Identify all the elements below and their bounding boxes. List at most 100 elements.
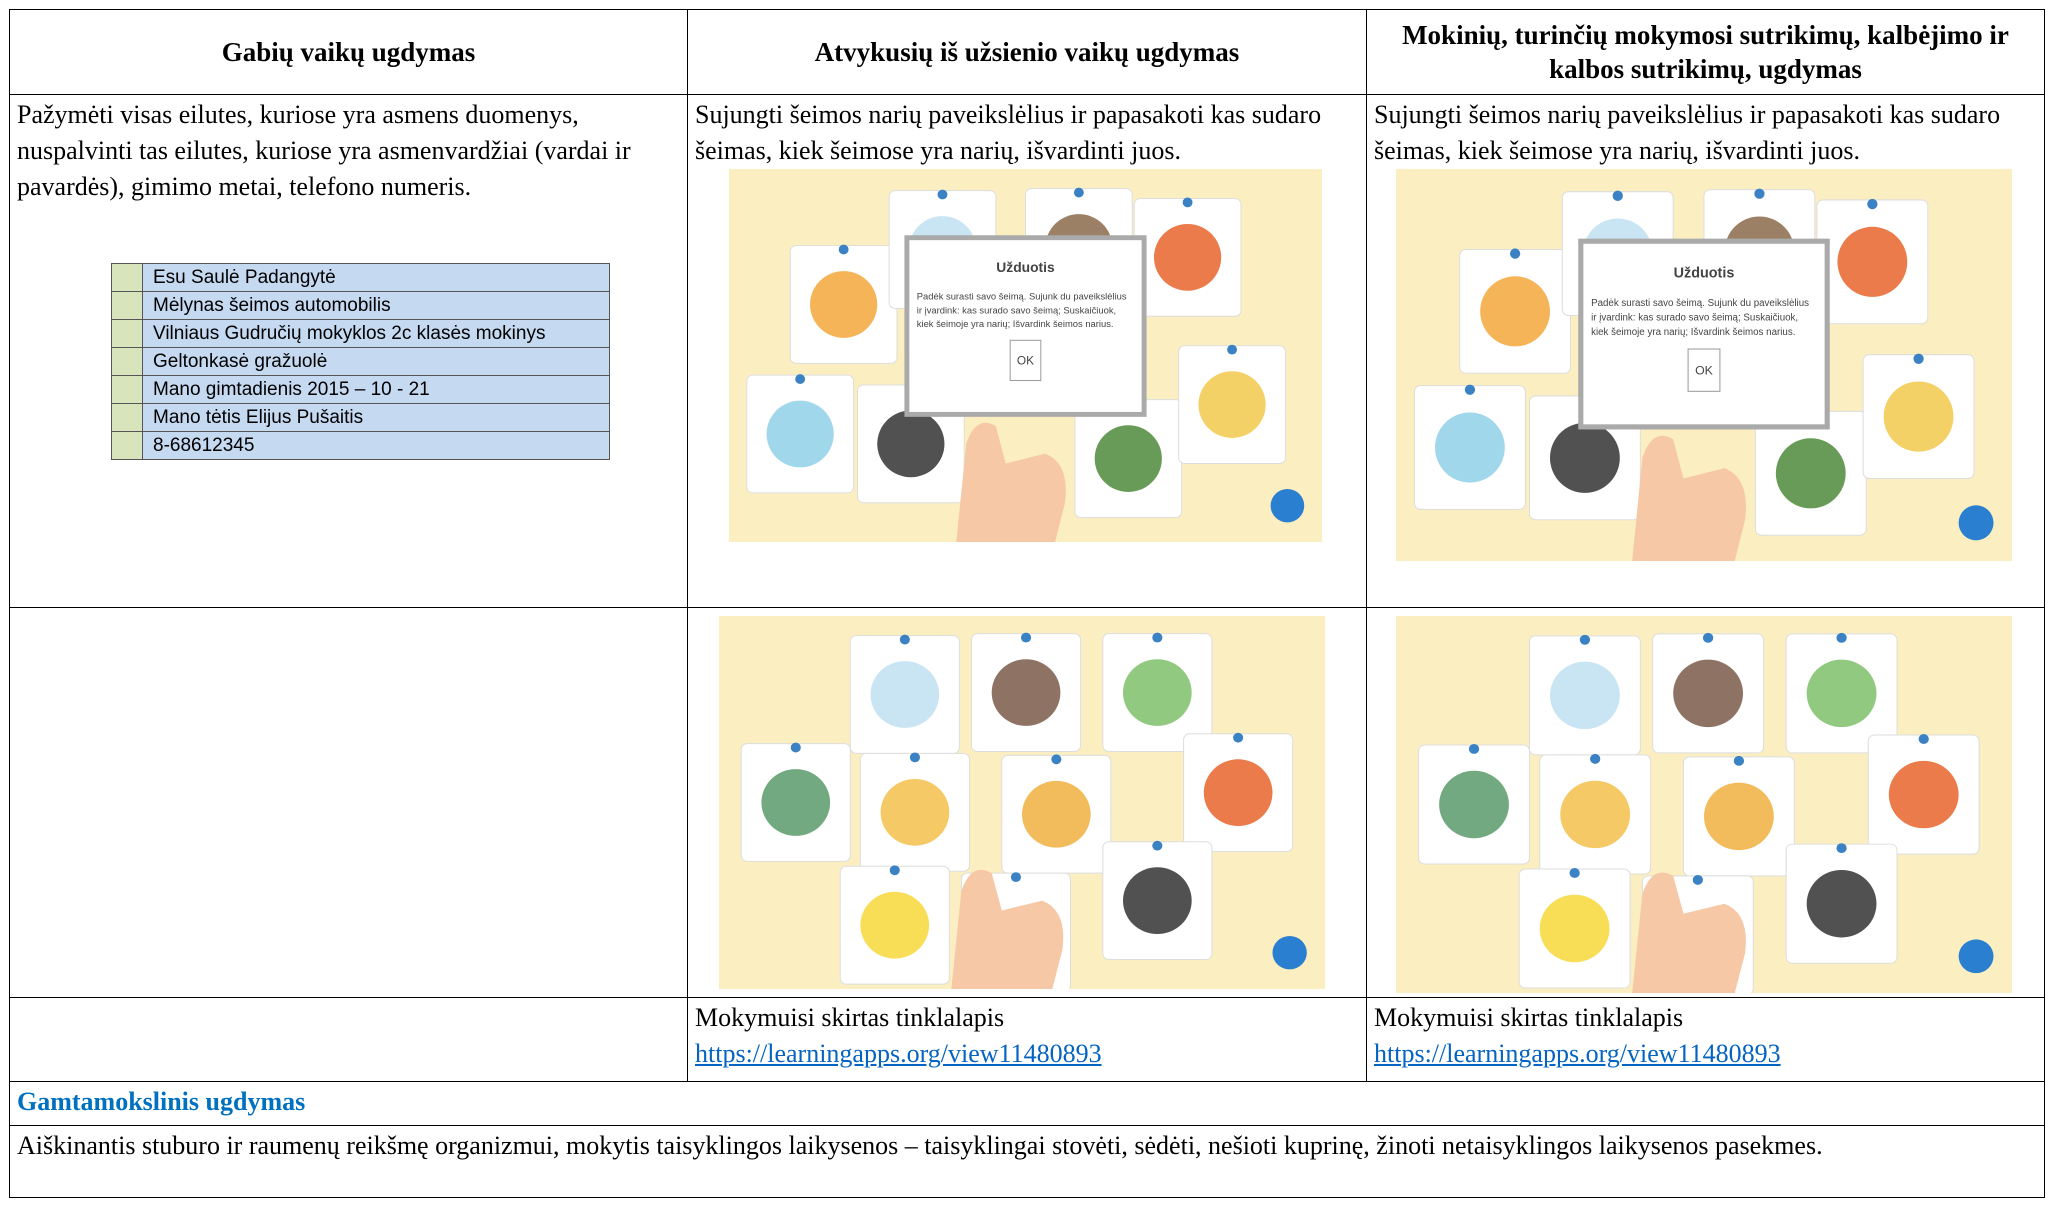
marker-cell — [111, 347, 143, 376]
card-picture — [1704, 782, 1774, 851]
marker-cell — [111, 319, 143, 348]
pin — [1590, 753, 1601, 764]
inner-text: 8-68612345 — [142, 431, 610, 460]
dialog: Užduotis Padėk surasti savo šeimą. Sujunk… — [917, 249, 1134, 382]
pin — [899, 634, 910, 645]
cell: Mokymuisi skirtas tinklalapis https://le… — [687, 997, 1367, 1082]
inner-text: Vilniaus Gudručių mokyklos 2c klasės mok… — [142, 319, 610, 348]
pin — [909, 752, 920, 763]
hand — [956, 422, 1066, 542]
link-label: Mokymuisi skirtas tinklalapis — [695, 1003, 1005, 1032]
dialog-text: Padėk surasti savo šeimą. Sujunk du pave… — [1591, 297, 1810, 339]
card-picture — [1775, 438, 1846, 509]
cell: Pažymėti visas eilutes, kuriose yra asme… — [9, 94, 688, 608]
marker-cell — [111, 403, 143, 432]
marker-cell — [111, 291, 143, 320]
hand — [951, 869, 1064, 989]
dialog-title: Užduotis — [996, 259, 1055, 276]
cell — [1366, 607, 2045, 998]
document-table: Gabių vaikų ugdymas Atvykusių iš užsieni… — [9, 9, 2045, 1198]
dialog-box — [1578, 238, 1830, 430]
card-picture — [1883, 381, 1954, 452]
inner-row: Mėlynas šeimos automobilis — [111, 291, 610, 320]
card-picture — [1198, 371, 1266, 438]
section-title: Gamtamokslinis ugdymas — [9, 1081, 2045, 1126]
hand — [1632, 872, 1746, 993]
marker-cell — [111, 431, 143, 460]
inner-row: 8-68612345 — [111, 431, 610, 460]
card-picture — [1435, 412, 1505, 483]
pin — [1569, 867, 1580, 878]
pin — [1918, 734, 1929, 744]
cell — [687, 607, 1367, 998]
inner-table: Esu Saulė Padangytė Mėlynas šeimos automo… — [111, 263, 610, 460]
check-button — [1958, 505, 1994, 541]
pin — [1182, 197, 1193, 208]
dialog: Užduotis Padėk surasti savo šeimą. Sujunk… — [1591, 254, 1817, 392]
dialog-button[interactable]: OK — [1687, 348, 1721, 392]
pin — [1020, 632, 1032, 643]
pin — [1913, 353, 1924, 364]
dialog-box — [904, 235, 1147, 417]
card-picture — [1480, 276, 1550, 347]
card-picture — [1439, 770, 1509, 839]
pin — [1733, 755, 1745, 766]
pin — [1010, 872, 1021, 883]
pin — [1579, 634, 1591, 645]
card-picture — [1888, 760, 1959, 829]
cell: Sujungti šeimos narių paveikslėlius ir p… — [687, 94, 1367, 608]
pin — [795, 374, 806, 384]
cell: Mokymuisi skirtas tinklalapis https://le… — [1366, 997, 2045, 1082]
pin — [1702, 632, 1714, 643]
card-picture — [1673, 659, 1744, 728]
card-picture — [1203, 759, 1273, 827]
header: Mokinių, turinčių mokymosi sutrikimų, ka… — [1366, 9, 2045, 95]
pin — [1152, 840, 1163, 851]
check-button — [1958, 939, 1994, 974]
pin — [1152, 632, 1163, 643]
card-picture — [1123, 659, 1192, 726]
card-picture — [761, 769, 831, 836]
game-screenshot: Užduotis Padėk surasti savo šeimą. Sujunk… — [729, 169, 1322, 542]
card-picture — [870, 661, 940, 728]
link[interactable]: https://learningapps.org/view11480893 — [1374, 1039, 1781, 1068]
inner-row: Geltonkasė gražuolė — [111, 347, 610, 376]
dialog-content: Užduotis Padėk surasti savo šeimą. Sujunk… — [1591, 254, 1817, 392]
inner-row: Vilniaus Gudručių mokyklos 2c klasės mok… — [111, 319, 610, 348]
section-text: Aiškinantis stuburo ir raumenų reikšmę o… — [9, 1125, 2045, 1198]
card-picture — [1153, 223, 1222, 291]
task-text: Pažymėti visas eilutes, kuriose yra asme… — [17, 100, 631, 201]
pin — [1509, 248, 1521, 259]
card-picture — [810, 271, 878, 338]
pin — [1073, 187, 1084, 198]
check-button — [1270, 488, 1305, 523]
card-picture — [991, 659, 1061, 726]
card-picture — [860, 891, 930, 959]
inner-row: Mano tėtis Elijus Pušaitis — [111, 403, 610, 432]
pin — [1612, 190, 1623, 201]
card-picture — [877, 410, 945, 478]
card-picture — [766, 400, 834, 468]
dialog-title: Užduotis — [1673, 263, 1735, 281]
card-picture — [880, 778, 950, 846]
card-picture — [1123, 867, 1192, 935]
link-label: Mokymuisi skirtas tinklalapis — [1374, 1003, 1684, 1032]
dialog-button[interactable]: OK — [1010, 339, 1041, 382]
cell: Sujungti šeimos narių paveikslėlius ir p… — [1366, 94, 2045, 608]
pin — [1836, 843, 1847, 854]
inner-text: Geltonkasė gražuolė — [142, 347, 610, 376]
header: Atvykusių iš užsienio vaikų ugdymas — [687, 9, 1367, 95]
dialog-content: Užduotis Padėk surasti savo šeimą. Sujunk… — [917, 249, 1134, 382]
link[interactable]: https://learningapps.org/view11480893 — [695, 1039, 1102, 1068]
pin — [1754, 188, 1765, 199]
task-text: Sujungti šeimos narių paveikslėlius ir p… — [695, 100, 1322, 165]
pin — [790, 742, 801, 753]
pin — [1233, 732, 1244, 743]
hand — [1632, 435, 1746, 561]
check-button — [1272, 935, 1307, 970]
game-screenshot — [1396, 616, 2012, 993]
card-picture — [1094, 425, 1162, 492]
inner-row: Mano gimtadienis 2015 – 10 - 21 — [111, 375, 610, 404]
inner-text: Mėlynas šeimos automobilis — [142, 291, 610, 320]
